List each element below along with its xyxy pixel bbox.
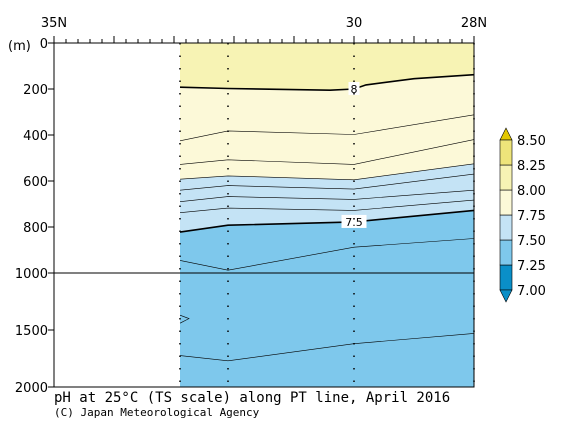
contour-line-7.65 — [179, 189, 475, 202]
colorbar-label: 7.75 — [517, 209, 546, 224]
contour-line-7.7 — [179, 173, 475, 191]
colorbar-label: 7.00 — [517, 284, 546, 299]
colorbar-segment — [499, 164, 513, 191]
colorbar-segment — [499, 214, 513, 241]
fill-band-7.25-7.50 — [180, 210, 474, 387]
colorbar-segment — [499, 139, 513, 166]
colorbar-label: 7.50 — [517, 234, 546, 249]
contour-label: 7.5 — [345, 216, 363, 229]
y-tick-label: 400 — [23, 129, 48, 144]
fill-band-7.50-7.75 — [180, 163, 474, 233]
y-tick-label: 1500 — [15, 324, 48, 339]
y-tick-label: 800 — [23, 221, 48, 236]
contour-label-bg-8 — [348, 82, 360, 95]
y-unit-label: (m) — [8, 39, 31, 54]
x-tick-label: 28N — [461, 16, 487, 31]
colorbar-label: 8.50 — [517, 134, 546, 149]
colorbar-bottom-triangle — [499, 289, 513, 303]
plot-frame — [53, 42, 475, 388]
y-tick-label: 2000 — [15, 381, 48, 396]
contour-line-7.4 — [179, 314, 190, 324]
contour-label: 8 — [351, 83, 358, 96]
contour-line-7.45 — [179, 238, 475, 271]
colorbar-top-triangle — [499, 127, 513, 141]
contour-line-7.6 — [179, 199, 475, 213]
contour-line-7.5 — [179, 209, 475, 233]
fill-band-8.00-8.25 — [180, 43, 474, 91]
contour-line-7.85 — [179, 139, 475, 165]
colorbar-segment — [499, 264, 513, 291]
x-tick-label: 30 — [346, 16, 363, 31]
y-tick-label: 600 — [23, 175, 48, 190]
chart-credit: (C) Japan Meteorological Agency — [54, 406, 260, 419]
colorbar-segment — [499, 189, 513, 216]
colorbar-label: 7.25 — [517, 259, 546, 274]
contour-line-7.35 — [179, 333, 475, 362]
contour-label-bg-7.5 — [341, 214, 367, 228]
contour-line-7.95 — [179, 114, 475, 142]
fill-band-7.75-8.00 — [180, 74, 474, 180]
y-tick-label: 0 — [40, 37, 48, 52]
colorbar-label: 8.00 — [517, 184, 546, 199]
x-tick-label: 35N — [41, 16, 67, 31]
y-tick-label: 1000 — [15, 267, 48, 282]
chart-title: pH at 25°C (TS scale) along PT line, Apr… — [54, 390, 451, 406]
colorbar-segment — [499, 239, 513, 266]
contour-line-7.75 — [179, 163, 475, 181]
y-tick-label: 200 — [23, 83, 48, 98]
colorbar-label: 8.25 — [517, 159, 546, 174]
